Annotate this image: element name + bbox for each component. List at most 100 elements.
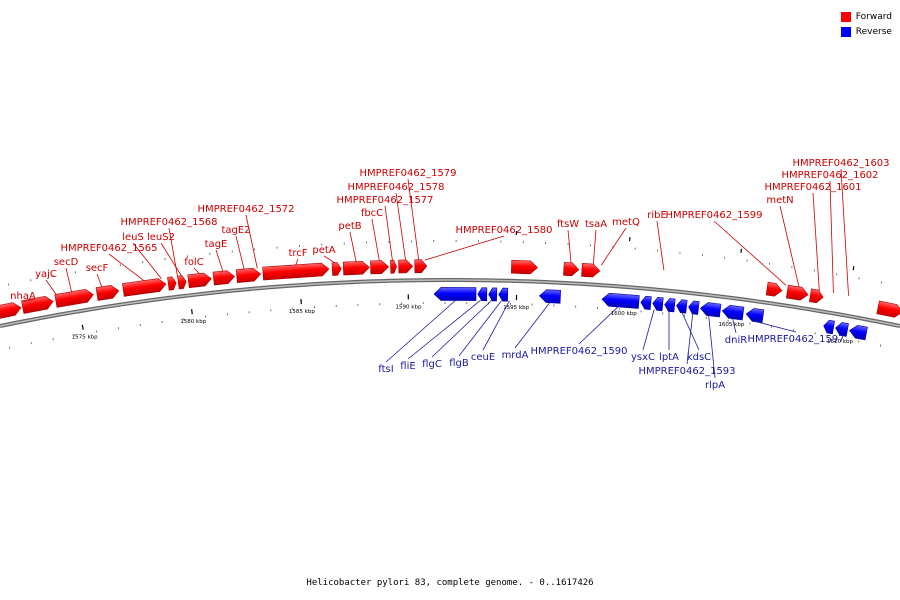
genome-caption: Helicobacter pylori 83, complete genome.… <box>306 578 594 588</box>
reverse-gene-label: ceuE <box>471 352 495 363</box>
leader-line <box>592 229 597 265</box>
reverse-gene-arrow <box>688 300 700 315</box>
leader-line <box>829 180 834 294</box>
legend-item-reverse: Reverse <box>840 24 892 39</box>
leader-line <box>384 205 393 261</box>
forward-gene-arrow <box>414 259 428 274</box>
reverse-gene-label: lptA <box>659 352 679 363</box>
forward-gene-label: petA <box>312 245 335 256</box>
scale-tick <box>191 309 193 315</box>
forward-gene-label: fbcC <box>361 208 383 219</box>
reverse-swatch <box>840 26 851 37</box>
leader-line <box>601 227 627 266</box>
genome-backbone-highlight <box>0 279 900 327</box>
reverse-gene-arrow <box>745 308 765 324</box>
leader-line <box>686 313 694 365</box>
leader-line <box>96 273 103 288</box>
leader-line <box>132 242 162 279</box>
leader-line <box>732 318 737 334</box>
forward-gene-arrow <box>187 272 212 289</box>
forward-gene-arrow <box>177 275 187 290</box>
reverse-gene-arrow <box>433 287 477 301</box>
forward-gene-arrow <box>262 262 330 281</box>
forward-gene-arrow <box>122 278 167 297</box>
leader-line <box>812 192 820 291</box>
forward-gene-arrow <box>212 270 235 286</box>
leader-line <box>193 267 201 275</box>
leader-line <box>779 205 800 288</box>
legend-item-forward: Forward <box>840 9 892 24</box>
leader-line <box>656 220 665 271</box>
reverse-gene-label: HMPREF0462_1590 <box>530 346 627 357</box>
leader-line <box>160 242 182 277</box>
reverse-gene-label: rlpA <box>705 380 725 391</box>
leader-line <box>395 192 406 261</box>
forward-gene-arrow <box>95 285 120 301</box>
forward-gene-arrow <box>581 263 601 278</box>
forward-gene-label: leuS2 <box>147 232 175 243</box>
legend-label-forward: Forward <box>855 11 892 22</box>
leader-line <box>458 300 502 357</box>
leader-line <box>349 231 357 263</box>
reverse-gene-arrow <box>601 292 640 309</box>
leader-line <box>424 235 505 261</box>
forward-gene-arrow <box>235 267 262 283</box>
reverse-gene-label: kdsC <box>687 352 711 363</box>
forward-gene-label: HMPREF0462_1578 <box>347 182 444 193</box>
forward-gene-arrow <box>876 300 900 318</box>
forward-gene-arrow <box>167 276 177 291</box>
reverse-gene-label: mrdA <box>502 350 529 361</box>
forward-gene-label: ftsW <box>557 219 579 230</box>
leader-line <box>245 214 258 269</box>
scale-label: 1585 kbp <box>289 309 315 315</box>
forward-gene-label: metQ <box>612 217 640 228</box>
forward-gene-label: leuS <box>122 232 144 243</box>
forward-gene-arrow <box>342 260 370 276</box>
leader-line <box>567 229 572 264</box>
leader-line <box>385 299 457 363</box>
forward-gene-label: secD <box>54 257 79 268</box>
leader-line <box>108 253 145 282</box>
scale-tick <box>852 266 855 271</box>
leader-line <box>708 315 716 379</box>
leader-line <box>514 302 551 349</box>
leader-line <box>642 309 655 351</box>
forward-gene-label: HMPREF0462_1603 <box>792 158 889 169</box>
forward-gene-label: tagE2 <box>221 225 250 236</box>
forward-gene-label: HMPREF0462_1577 <box>336 195 433 206</box>
reverse-gene-arrow <box>538 289 561 304</box>
scale-label: 1590 kbp <box>396 304 422 310</box>
leader-line <box>45 279 57 296</box>
leader-line <box>407 299 481 360</box>
leader-line <box>431 300 492 358</box>
scale-label: 1595 kbp <box>503 305 529 311</box>
leader-line <box>22 298 35 303</box>
leader-line <box>754 320 797 333</box>
reverse-gene-label: dniR <box>725 335 747 346</box>
reverse-gene-label: flgB <box>449 358 469 369</box>
legend-label-reverse: Reverse <box>855 26 892 37</box>
forward-gene-label: HMPREF0462_1565 <box>60 243 157 254</box>
reverse-gene-label: HMPREF0462_1597 <box>747 334 844 345</box>
forward-gene-label: HMPREF0462_1579 <box>359 168 456 179</box>
forward-swatch <box>840 11 851 22</box>
leader-line <box>407 178 420 261</box>
reverse-gene-arrow <box>640 295 652 310</box>
leader-line <box>168 227 178 277</box>
reverse-gene-label: HMPREF0462_1593 <box>638 366 735 377</box>
forward-gene-label: secF <box>86 263 109 274</box>
scale-label: 1600 kbp <box>611 311 637 317</box>
leader-line <box>323 255 336 264</box>
legend: Forward Reverse <box>840 9 892 39</box>
forward-gene-label: HMPREF0462_1580 <box>455 225 552 236</box>
leader-line <box>713 220 787 286</box>
leader-line <box>371 218 380 262</box>
reverse-gene-arrow <box>823 319 835 335</box>
forward-gene-label: tsaA <box>585 219 607 230</box>
forward-gene-label: folC <box>184 257 203 268</box>
forward-gene-arrow <box>563 262 580 277</box>
forward-gene-label: petB <box>338 221 361 232</box>
forward-gene-arrow <box>370 260 390 275</box>
forward-gene-label: trcF <box>288 248 307 259</box>
